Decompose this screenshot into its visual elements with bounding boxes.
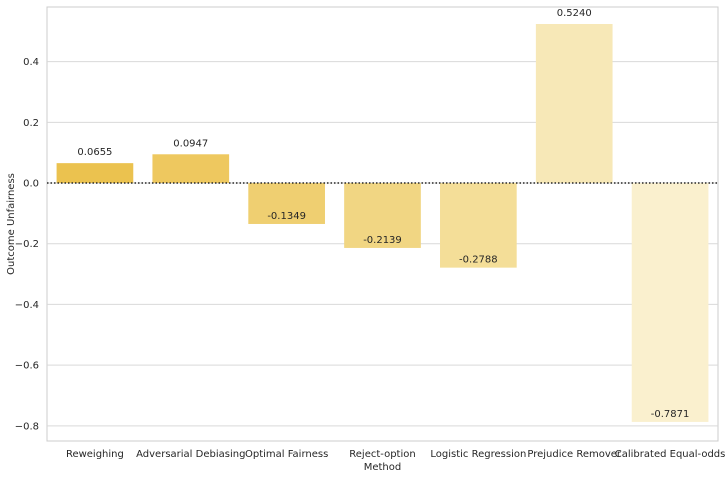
bar-value-label: -0.1349 <box>267 211 306 222</box>
x-tick-label: Calibrated Equal-odds <box>615 449 725 460</box>
bar-value-labels: 0.0655 0.0947 -0.1349 -0.2139 -0.2788 0.5240 -… <box>77 8 689 420</box>
bar-value-label: 0.5240 <box>557 8 592 19</box>
x-tick-label: Optimal Fairness <box>245 449 328 460</box>
bar <box>152 154 230 184</box>
x-tick-label: Logistic Regression <box>430 449 526 460</box>
y-tick-label: 0.2 <box>23 118 39 129</box>
bar-value-label: 0.0655 <box>77 147 112 158</box>
x-tick-label: Adversarial Debiasing <box>136 449 245 460</box>
x-tick-label: Prejudice Remover <box>527 449 622 460</box>
y-tick-label: 0.4 <box>23 57 39 68</box>
y-tick-label: −0.4 <box>15 300 39 311</box>
bar <box>631 183 709 422</box>
bar <box>535 23 613 184</box>
bar-value-label: -0.2139 <box>363 235 402 246</box>
x-tick-labels: Reweighing Adversarial Debiasing Optimal F… <box>66 449 725 460</box>
bar-value-label: 0.0947 <box>173 138 208 149</box>
bar-value-label: -0.7871 <box>651 409 690 420</box>
y-axis-label: Outcome Unfairness <box>6 173 17 275</box>
bar <box>344 183 421 248</box>
bars <box>56 23 709 422</box>
bar <box>440 183 517 268</box>
x-tick-label: Reweighing <box>66 449 124 460</box>
bar <box>56 163 134 184</box>
x-tick-label: Reject-option <box>349 449 415 460</box>
y-tick-label: 0.0 <box>23 179 39 190</box>
bar <box>248 183 325 224</box>
y-tick-label: −0.2 <box>15 239 39 250</box>
y-tick-label: −0.6 <box>15 361 39 372</box>
x-axis-label: Method <box>364 462 402 473</box>
y-tick-label: −0.8 <box>15 421 39 432</box>
bar-value-label: -0.2788 <box>459 255 498 266</box>
y-tick-labels: −0.8 −0.6 −0.4 −0.2 0.0 0.2 0.4 <box>15 57 39 432</box>
